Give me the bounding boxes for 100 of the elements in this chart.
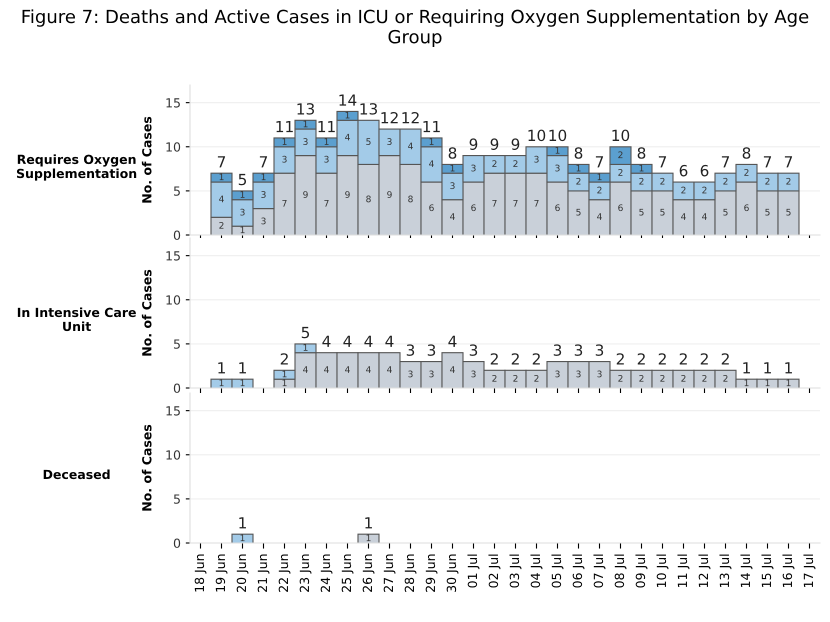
data-label: 1: [598, 174, 602, 180]
total-label: 9: [490, 138, 498, 150]
x-tick-label: 27 Jun: [384, 554, 396, 592]
y-tick-label: 0: [174, 538, 180, 548]
data-label: 3: [324, 156, 329, 163]
x-tick-label: 08 Jul: [614, 554, 626, 588]
data-label: 6: [429, 204, 434, 212]
total-label: 7: [260, 156, 268, 168]
total-label: 14: [339, 94, 356, 106]
data-label: 1: [282, 370, 287, 378]
total-label: 7: [784, 156, 792, 168]
total-label: 3: [554, 344, 562, 356]
x-tick-label: 22 Jun: [278, 554, 290, 592]
data-label: 2: [660, 374, 664, 382]
total-label: 13: [297, 103, 314, 115]
total-label: 4: [448, 336, 457, 347]
data-label: 3: [303, 138, 308, 145]
total-label: 3: [406, 344, 414, 356]
y-axis-title: No. of Cases: [142, 116, 152, 203]
data-label: 2: [618, 151, 622, 158]
data-label: 2: [639, 178, 644, 185]
total-label: 2: [658, 353, 666, 365]
data-label: 3: [534, 156, 539, 163]
total-label: 3: [470, 344, 478, 356]
data-label: 1: [240, 534, 245, 542]
x-tick-label: 17 Jul: [803, 554, 816, 588]
data-label: 2: [618, 374, 622, 382]
data-label: 5: [786, 208, 791, 216]
total-label: 10: [528, 130, 546, 142]
total-label: 3: [596, 344, 604, 356]
data-label: 1: [282, 138, 287, 145]
caption: Figure 7: Deaths and Active Cases in ICU or Requiring Oxygen Supplementation by Age Group: [22, 9, 808, 48]
x-tick-label: 10 Jul: [656, 554, 668, 588]
y-tick-label: 10: [166, 142, 180, 152]
data-label: 2: [219, 222, 224, 229]
x-tick-label: 02 Jul: [488, 554, 500, 588]
x-tick-label: 21 Jun: [258, 554, 270, 592]
total-label: 4: [343, 336, 352, 347]
total-label: 6: [680, 164, 688, 176]
data-label: 5: [660, 208, 665, 216]
x-tick-label: 07 Jul: [593, 554, 606, 588]
data-label: 4: [450, 366, 455, 373]
data-label: 3: [555, 164, 560, 172]
total-label: 3: [428, 344, 436, 356]
data-label: 5: [576, 208, 581, 216]
data-label: 2: [723, 374, 728, 382]
data-label: 3: [429, 370, 434, 378]
total-label: 7: [658, 156, 666, 168]
total-label: 1: [365, 517, 372, 528]
data-label: 1: [346, 112, 350, 118]
data-label: 1: [304, 344, 308, 351]
data-label: 3: [576, 370, 581, 378]
data-label: 3: [597, 370, 602, 378]
total-label: 8: [742, 147, 750, 159]
data-label: 6: [471, 204, 476, 212]
total-label: 13: [360, 103, 377, 115]
x-tick-label: 30 Jun: [446, 554, 458, 592]
data-label: 4: [597, 213, 602, 220]
data-label: 7: [492, 200, 497, 207]
total-label: 4: [385, 336, 394, 347]
x-tick-label: 14 Jul: [740, 554, 752, 588]
x-tick-label: 05 Jul: [551, 554, 564, 588]
data-label: 9: [345, 191, 350, 198]
data-label: 1: [240, 226, 245, 234]
data-label: 1: [450, 164, 455, 172]
data-label: 9: [303, 191, 308, 198]
text: Requires Oxygen Supplementation: [16, 154, 136, 181]
data-label: 3: [240, 208, 245, 216]
data-label: 1: [304, 120, 308, 128]
total-label: 1: [239, 517, 246, 528]
x-tick-label: 24 Jun: [320, 554, 332, 592]
total-label: 3: [574, 344, 582, 356]
x-tick-label: 28 Jun: [404, 554, 416, 592]
total-label: 6: [700, 164, 708, 176]
total-label: 1: [785, 362, 792, 374]
total-label: 8: [574, 147, 582, 159]
total-label: 11: [276, 120, 293, 132]
data-label: 1: [240, 380, 245, 386]
data-label: 3: [387, 138, 392, 145]
data-label: 5: [765, 208, 770, 216]
total-label: 1: [764, 362, 771, 374]
data-label: 2: [744, 169, 748, 176]
total-label: 10: [612, 130, 630, 142]
data-label: 4: [387, 366, 392, 373]
total-label: 10: [549, 130, 566, 142]
x-tick-label: 23 Jun: [300, 554, 312, 592]
x-tick-label: 26 Jun: [362, 554, 374, 592]
total-label: 5: [238, 174, 246, 186]
data-label: 1: [556, 147, 560, 154]
data-label: 2: [597, 186, 602, 194]
x-tick-label: 03 Jul: [509, 554, 522, 588]
data-label: 7: [534, 200, 539, 207]
data-label: 4: [345, 366, 350, 373]
data-label: 2: [660, 178, 664, 185]
total-label: 4: [322, 336, 331, 347]
data-label: 3: [471, 164, 476, 172]
data-label: 9: [387, 191, 392, 198]
data-label: 4: [366, 366, 371, 373]
x-tick-label: 29 Jun: [426, 554, 438, 592]
y-tick-label: 15: [166, 406, 180, 416]
